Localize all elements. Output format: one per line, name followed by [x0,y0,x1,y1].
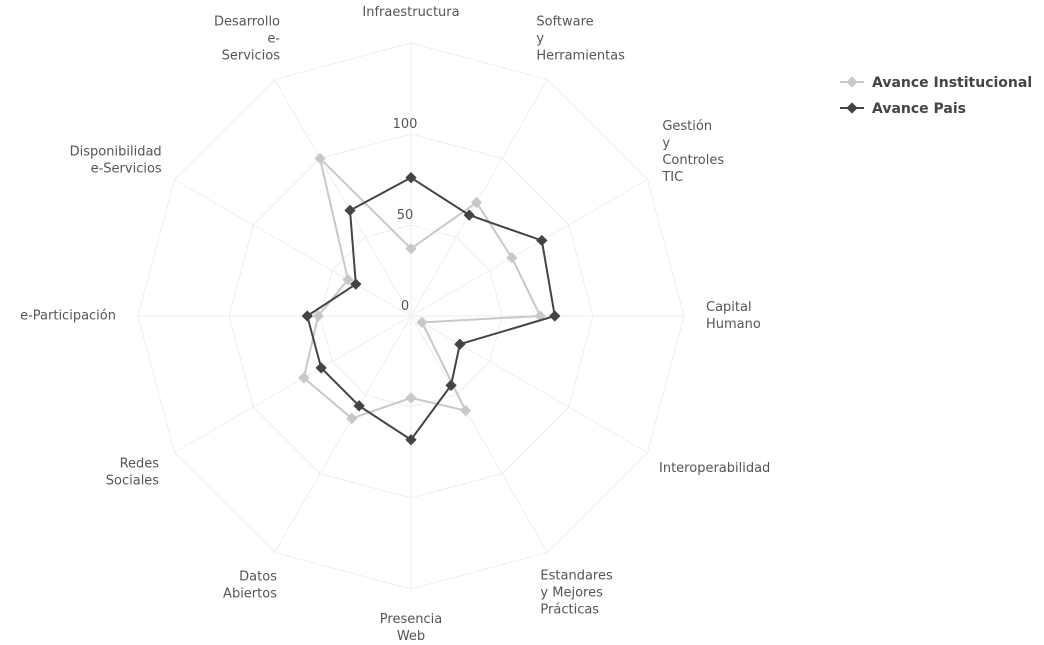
point-marker [405,392,417,404]
legend-label: Avance Pais [872,101,966,117]
axis-spoke [174,179,412,317]
point-marker [314,152,326,165]
y-tick-label: 100 [393,117,418,132]
chart: 0 50 100 Avance Institucional Avance Pais In… [20,5,1032,644]
point-marker [350,278,362,290]
axis-spoke [174,315,412,453]
axis-spoke [410,79,548,317]
point-marker [470,196,483,209]
point-marker [353,400,365,412]
point-marker [298,372,310,384]
category-label: Desarrollo e- Servicios [213,13,281,63]
axis-spoke [410,315,548,553]
point-marker [536,234,548,247]
category-label: Infraestructura [362,5,460,20]
category-label: e-Participación [20,308,116,324]
axis-spoke [274,315,412,553]
point-marker [405,434,417,446]
point-marker [405,243,417,255]
point-marker [346,412,358,425]
series-line [302,155,542,420]
category-label: Estandares y Mejores Prácticas [540,569,613,619]
point-marker [463,209,475,221]
point-marker [344,204,356,217]
legend-marker [846,76,858,88]
y-tick-label: 50 [397,208,414,223]
category-label: Datos Abiertos [223,570,277,603]
point-marker [549,310,561,322]
axis-spoke [410,315,648,453]
legend-label: Avance Institucional [872,75,1032,91]
axis-spoke [274,79,412,317]
category-label: Disponibilidad e-Servicios [69,144,162,176]
point-marker [506,252,518,264]
y-tick-label: 0 [401,299,409,314]
point-marker [342,273,354,286]
category-label: Interoperabilidad [659,460,771,476]
point-marker [312,310,324,322]
point-marker [416,316,428,329]
chart-svg: 0 50 100 Avance Institucional Avance Pais [137,42,1032,590]
series-line [306,176,556,442]
category-label: Capital Humano [706,300,761,332]
point-marker [315,362,327,374]
point-marker [301,310,313,322]
category-label: Software y Herramientas [536,13,625,63]
point-marker [445,379,457,392]
axis-spoke [410,179,648,317]
category-label: Redes Sociales [105,456,160,488]
category-label: Presencia Web [379,612,443,644]
category-label: Gestión y Controles TIC [662,118,725,185]
point-marker [459,404,472,417]
point-marker [405,172,417,184]
legend-marker [846,102,858,114]
point-marker [454,338,466,350]
